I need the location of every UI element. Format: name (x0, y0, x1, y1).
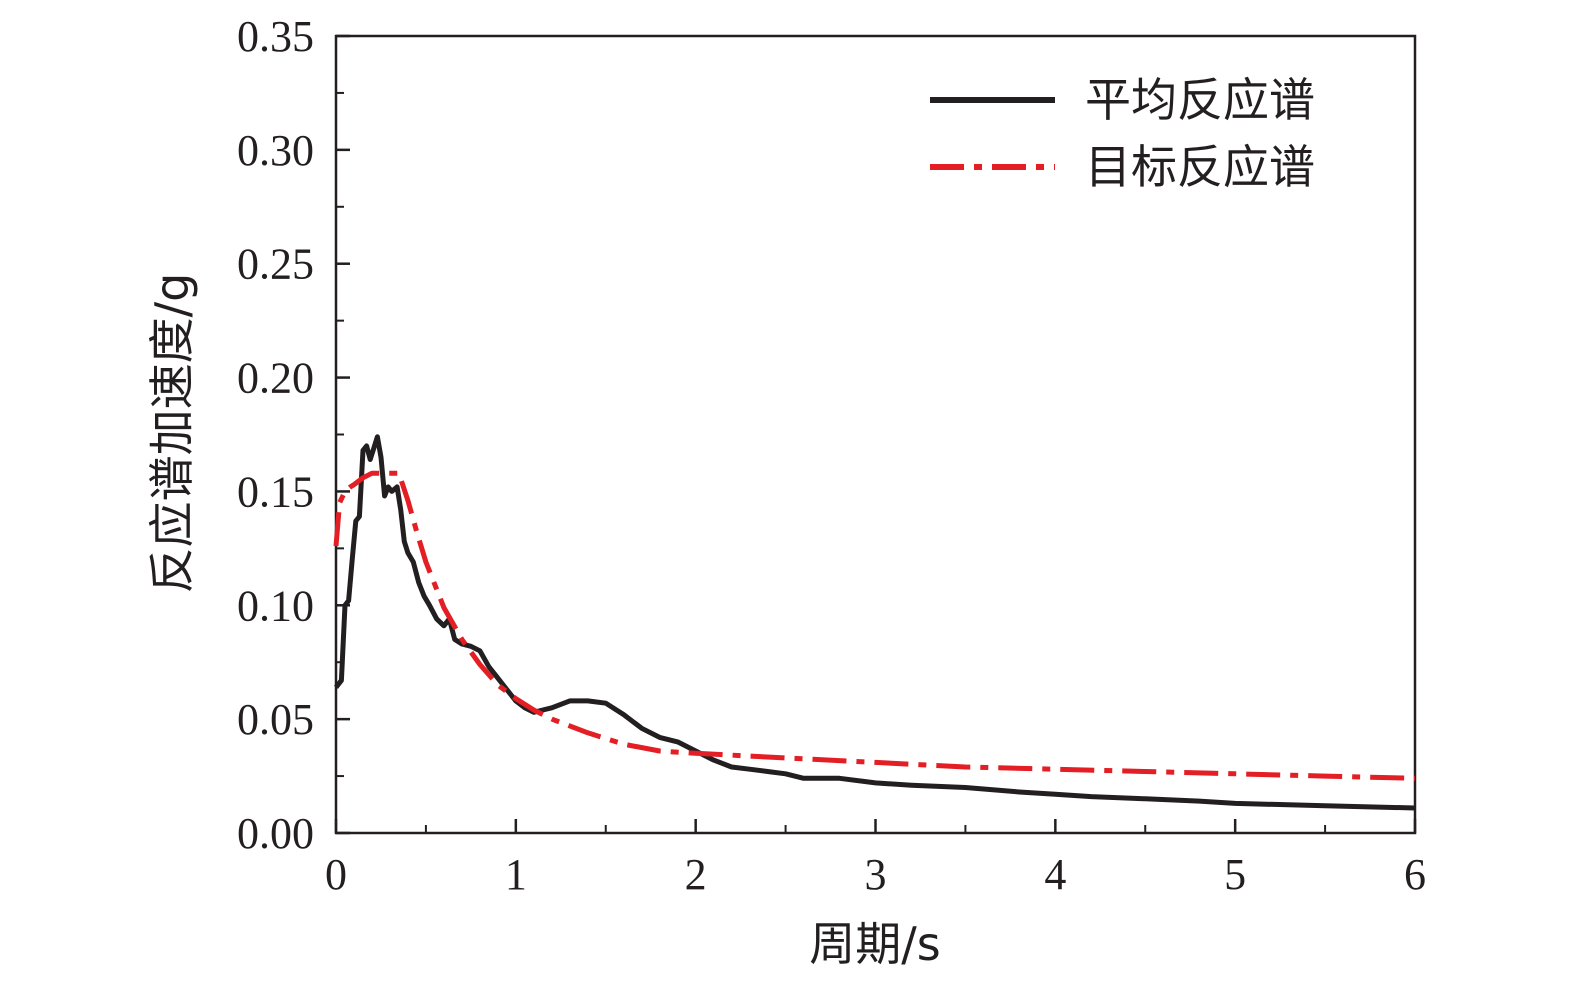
x-tick-label: 3 (865, 850, 887, 899)
series-line-average-spectrum (334, 434, 1416, 811)
x-tick-label: 2 (685, 850, 707, 899)
legend-label: 目标反应谱 (1085, 140, 1315, 194)
y-tick-label: 0.10 (237, 581, 314, 630)
x-axis-title: 周期/s (809, 917, 940, 971)
y-tick-label: 0.05 (237, 695, 314, 744)
x-tick-label: 4 (1044, 850, 1066, 899)
y-tick-label: 0.25 (237, 240, 314, 289)
y-tick-label: 0.30 (237, 126, 314, 175)
x-tick-label: 5 (1224, 850, 1246, 899)
x-tick-label: 6 (1404, 850, 1426, 899)
series-line-target-spectrum (333, 470, 1416, 781)
y-tick-label: 0.15 (237, 467, 314, 516)
y-tick-label: 0.00 (237, 809, 314, 858)
y-tick-label: 0.35 (237, 12, 314, 61)
axis-ticks (334, 34, 1417, 835)
x-tick-label: 1 (505, 850, 527, 899)
series-layer (333, 434, 1416, 811)
legend-label: 平均反应谱 (1085, 73, 1315, 127)
y-axis-title: 反应谱加速度/g (145, 273, 199, 594)
axis-tick-labels: 0 1 2 3 4 5 6 0.00 0.05 0.10 0.15 0.20 0.25 0.30 0.35 (237, 12, 1426, 899)
x-tick-label: 0 (325, 850, 347, 899)
y-tick-label: 0.20 (237, 354, 314, 403)
